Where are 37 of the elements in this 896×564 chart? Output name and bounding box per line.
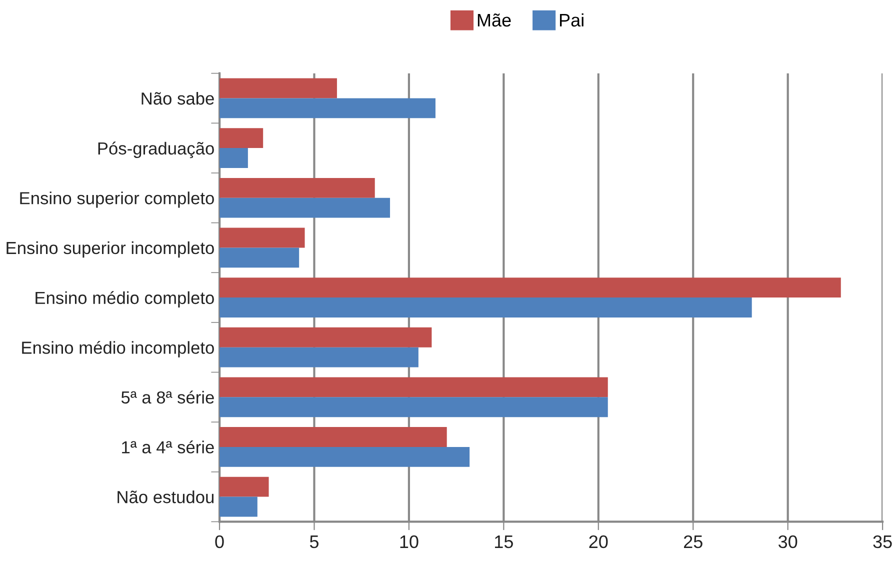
x-tick-label: 20 xyxy=(589,535,608,548)
x-tick-label: 0 xyxy=(215,535,224,548)
x-tick-label: 25 xyxy=(684,535,702,548)
bar xyxy=(220,347,418,368)
bar xyxy=(220,476,269,497)
bar xyxy=(220,377,608,398)
legend-label: Mãe xyxy=(478,13,511,27)
bar xyxy=(220,248,300,268)
y-tick-label: Não sabe xyxy=(142,92,214,105)
y-tick-label: Ensino superior incompleto xyxy=(6,241,214,258)
y-tick-label: Não estudou xyxy=(118,490,214,504)
bar xyxy=(220,178,375,198)
bar xyxy=(220,298,752,318)
y-tick-label: Ensino médio incompleto xyxy=(22,340,214,358)
y-tick-label: 1ª a 4ª série xyxy=(122,440,214,454)
bar xyxy=(220,98,436,118)
legend-label: Pai xyxy=(560,13,584,27)
bar xyxy=(220,446,470,467)
x-tick-label: 5 xyxy=(310,536,319,548)
bar xyxy=(220,128,264,148)
bar xyxy=(220,327,432,348)
bar xyxy=(220,198,390,218)
x-tick-label: 30 xyxy=(778,535,798,548)
x-tick-label: 35 xyxy=(873,535,892,548)
x-tick-label: 15 xyxy=(495,536,513,548)
x-tick-label: 10 xyxy=(400,535,418,548)
y-tick-label: 5ª a 8ª série xyxy=(121,390,214,404)
y-tick-label: Pós-graduação xyxy=(98,142,214,158)
y-tick-label: Ensino médio completo xyxy=(36,291,214,308)
bar xyxy=(220,427,447,447)
y-tick-label: Ensino superior completo xyxy=(20,192,214,208)
bar xyxy=(220,78,337,98)
bar xyxy=(220,397,608,418)
bar xyxy=(220,228,305,248)
bar xyxy=(220,148,248,168)
bar xyxy=(220,278,841,298)
bar xyxy=(220,496,258,517)
